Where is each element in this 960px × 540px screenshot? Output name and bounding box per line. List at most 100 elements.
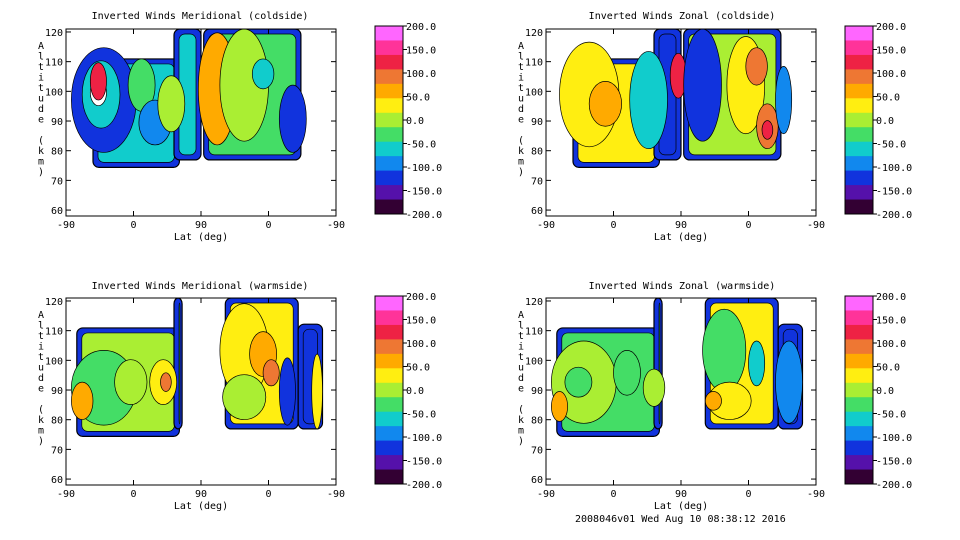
y-tick-label: 110 (525, 327, 543, 338)
colorbar-tick-label: -50.0 (406, 410, 436, 421)
contour-blob (551, 391, 568, 422)
x-tick-label: -90 (537, 220, 555, 231)
y-tick-label: 60 (531, 475, 543, 486)
colorbar-tick-label: -200.0 (406, 210, 442, 221)
y-tick-label: 90 (51, 386, 63, 397)
colorbar-tick-label: 150.0 (406, 46, 436, 57)
colorbar: 200.0 150.0 100.0 50.0 0.0 -50.0 -100.0 -150.0 -… (374, 292, 442, 491)
x-tick-label: 0 (130, 489, 136, 500)
colorbar-segment (845, 40, 873, 56)
colorbar-segment (845, 170, 873, 186)
contour-blob (702, 308, 747, 392)
colorbar-tick-label: -100.0 (406, 433, 442, 444)
colorbar-tick-label: -100.0 (406, 163, 442, 174)
colorbar-tick-label: -100.0 (876, 163, 912, 174)
colorbar-segment (375, 397, 403, 413)
x-tick-label: -90 (807, 220, 825, 231)
colorbar-tick-label: -150.0 (406, 457, 442, 468)
colorbar-segment (375, 112, 403, 128)
x-tick-label: 0 (745, 220, 751, 231)
colorbar-tick-label: -150.0 (876, 457, 912, 468)
colorbar-tick-label: 200.0 (406, 22, 436, 33)
y-tick-label: 120 (45, 297, 63, 308)
x-tick-label: -90 (57, 220, 75, 231)
colorbar-segment (375, 141, 403, 157)
colorbar-segment (375, 469, 403, 485)
colorbar-tick-label: 50.0 (406, 93, 430, 104)
y-tick-label: 60 (51, 206, 63, 217)
colorbar-segment (845, 156, 873, 172)
chart-title: Inverted Winds Zonal (coldside) (589, 11, 776, 22)
contour-blob (564, 366, 593, 398)
colorbar-tick-label: 150.0 (406, 316, 436, 327)
colorbar-segment (845, 185, 873, 201)
colorbar-segment (375, 127, 403, 143)
colorbar-tick-label: 200.0 (406, 292, 436, 303)
colorbar-tick-label: 100.0 (406, 339, 436, 350)
x-axis-label: Lat (deg) (654, 232, 708, 243)
colorbar-segment (375, 324, 403, 340)
colorbar-tick-label: -150.0 (406, 187, 442, 198)
contour-blob (683, 29, 722, 142)
contour-field (551, 298, 804, 437)
y-tick-label: 100 (525, 356, 543, 367)
x-tick-label: -90 (327, 220, 345, 231)
colorbar-segment (375, 156, 403, 172)
x-tick-label: -90 (327, 489, 345, 500)
y-tick-label: 90 (531, 117, 543, 128)
y-tick-label: 90 (51, 117, 63, 128)
y-tick-label: 110 (45, 58, 63, 69)
colorbar-segment (375, 199, 403, 215)
y-tick-label: 70 (531, 445, 543, 456)
y-tick-label: 120 (525, 28, 543, 39)
colorbar-segment (845, 353, 873, 369)
x-tick-label: -90 (537, 489, 555, 500)
colorbar-tick-label: 200.0 (876, 22, 906, 33)
data-region-fill (658, 302, 661, 425)
contour-blob (588, 81, 622, 127)
y-tick-label: 70 (51, 176, 63, 187)
colorbar-tick-label: -50.0 (876, 410, 906, 421)
contour-field (559, 29, 793, 168)
colorbar-segment (375, 26, 403, 41)
contour-blob (311, 353, 323, 430)
colorbar-segment (375, 83, 403, 99)
colorbar-segment (375, 310, 403, 326)
colorbar-segment (375, 54, 403, 70)
chart-title: Inverted Winds Meridional (warmside) (92, 281, 309, 292)
y-tick-label: 100 (45, 87, 63, 98)
colorbar: 200.0 150.0 100.0 50.0 0.0 -50.0 -100.0 -150.0 -… (374, 22, 442, 221)
colorbar-segment (845, 411, 873, 427)
y-tick-label: 100 (525, 87, 543, 98)
x-tick-label: 0 (610, 489, 616, 500)
colorbar-tick-label: -200.0 (876, 480, 912, 491)
colorbar-tick-label: 0.0 (876, 386, 894, 397)
contour-blob (222, 374, 267, 420)
colorbar-tick-label: 50.0 (406, 363, 430, 374)
colorbar-segment (375, 185, 403, 201)
colorbar-segment (845, 127, 873, 143)
contour-blob (157, 75, 186, 133)
x-tick-label: -90 (807, 489, 825, 500)
colorbar-segment (845, 455, 873, 471)
x-tick-label: 0 (265, 220, 271, 231)
colorbar: 200.0 150.0 100.0 50.0 0.0 -50.0 -100.0 -150.0 -… (844, 292, 912, 491)
colorbar-tick-label: 50.0 (876, 363, 900, 374)
y-tick-label: 120 (525, 297, 543, 308)
chart-title: Inverted Winds Zonal (warmside) (589, 281, 776, 292)
colorbar: 200.0 150.0 100.0 50.0 0.0 -50.0 -100.0 -150.0 -… (844, 22, 912, 221)
colorbar-segment (845, 368, 873, 384)
x-tick-label: 0 (610, 220, 616, 231)
colorbar-segment (375, 339, 403, 355)
x-tick-label: -90 (57, 489, 75, 500)
colorbar-segment (845, 112, 873, 128)
colorbar-segment (845, 83, 873, 99)
colorbar-segment (375, 40, 403, 56)
x-tick-label: 90 (195, 489, 207, 500)
colorbar-segment (845, 339, 873, 355)
data-region-edge (653, 298, 663, 430)
